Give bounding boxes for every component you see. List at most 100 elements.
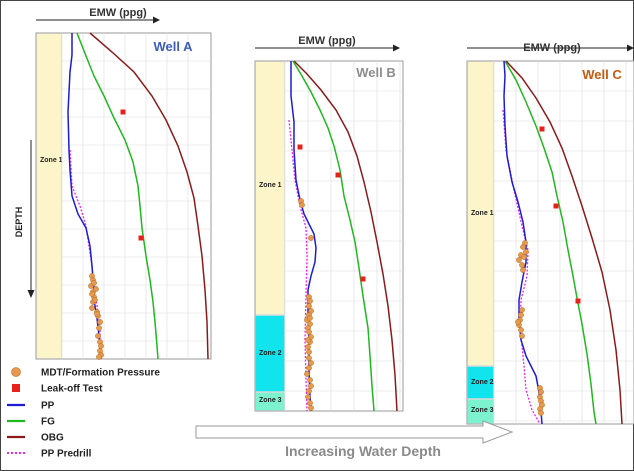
zone-band xyxy=(467,61,494,366)
mdt-point xyxy=(299,202,305,208)
zone-band xyxy=(36,33,62,359)
leak-off-point xyxy=(335,172,341,178)
mdt-point xyxy=(523,249,529,255)
zone-label: Zone 2 xyxy=(471,379,494,386)
panel-frame xyxy=(35,32,212,360)
panel-title: Well C xyxy=(582,67,622,82)
mdt-point xyxy=(307,315,313,321)
x-axis-label: EMW (ppg) xyxy=(298,35,356,47)
zone-label: Zone 3 xyxy=(471,407,494,414)
series-line-fg xyxy=(504,60,597,425)
mdt-point xyxy=(308,405,314,411)
leak-off-point xyxy=(297,144,303,150)
mdt-point xyxy=(305,337,311,343)
zone-label: Zone 1 xyxy=(259,182,282,189)
panel-c: EMW (ppg) Zone 1 Zone 2 Zone 3 Well C xyxy=(466,42,634,425)
legend-label: PP Predrill xyxy=(41,449,92,460)
x-axis-arrow-head xyxy=(393,44,400,52)
zone-label: Zone 2 xyxy=(259,350,282,357)
mdt-point xyxy=(515,319,521,325)
zone-band xyxy=(255,392,285,411)
mdt-point xyxy=(306,303,312,309)
series-line-obg xyxy=(505,60,623,425)
mdt-point xyxy=(307,400,313,406)
mdt-point xyxy=(306,355,312,361)
x-axis-arrow-head xyxy=(153,16,160,24)
legend-label: FG xyxy=(41,417,55,428)
zone-band xyxy=(467,399,494,424)
leak-off-point xyxy=(138,235,144,241)
mdt-point xyxy=(516,257,522,263)
mdt-point xyxy=(519,262,525,268)
zone-band xyxy=(255,61,285,315)
mdt-point xyxy=(96,354,102,360)
mdt-point xyxy=(518,327,524,333)
mdt-point xyxy=(89,305,95,311)
mdt-point xyxy=(306,329,312,335)
mdt-point xyxy=(89,291,95,297)
leak-off-point xyxy=(120,109,126,115)
mdt-point xyxy=(96,325,102,331)
mdt-point xyxy=(538,410,544,416)
mdt-point xyxy=(308,360,314,366)
series-line-fg xyxy=(76,32,159,360)
mdt-point xyxy=(520,267,526,273)
mdt-point xyxy=(521,254,527,260)
mdt-point xyxy=(304,371,310,377)
panel-title: Well B xyxy=(356,65,396,80)
zone-label: Zone 3 xyxy=(259,397,282,404)
leak-off-point xyxy=(575,298,581,304)
series-line-obg xyxy=(293,60,398,412)
water-depth-arrow: Increasing Water Depth xyxy=(195,420,514,459)
mdt-point xyxy=(305,394,311,400)
legend: MDT/Formation Pressure Leak-off Test PP FG O… xyxy=(7,367,160,460)
leak-off-point xyxy=(553,203,559,209)
mdt-point xyxy=(307,298,313,304)
y-axis-label: DEPTH xyxy=(14,207,24,238)
mdt-point xyxy=(519,307,525,313)
zone-label: Zone 1 xyxy=(471,210,494,217)
mdt-point xyxy=(306,365,312,371)
zone-label: Zone 1 xyxy=(40,157,63,164)
depth-arrow-head xyxy=(27,290,35,298)
mdt-point xyxy=(98,343,104,349)
panel-title: Well A xyxy=(153,39,193,54)
panel-b: EMW (ppg) Zone 1 Zone 2 Zone 3 Well B xyxy=(254,35,404,412)
mdt-point xyxy=(519,333,525,339)
mdt-point xyxy=(97,319,103,325)
mdt-point xyxy=(308,383,314,389)
zone-band xyxy=(255,315,285,392)
mdt-point xyxy=(518,312,524,318)
water-depth-label: Increasing Water Depth xyxy=(285,443,441,459)
mdt-point xyxy=(538,389,544,395)
panel-a: EMW (ppg) Zone 1 Well A xyxy=(35,7,212,360)
mdt-point xyxy=(93,286,99,292)
legend-label: MDT/Formation Pressure xyxy=(41,368,160,379)
series-line-fg xyxy=(292,60,375,412)
series-line-pp-predrill xyxy=(288,119,308,412)
legend-marker-circle xyxy=(11,367,21,377)
mdt-point xyxy=(308,235,314,241)
mdt-point xyxy=(307,377,313,383)
legend-label: OBG xyxy=(41,433,64,444)
leak-off-point xyxy=(360,276,366,282)
legend-label: PP xyxy=(41,401,55,412)
x-axis-label: EMW (ppg) xyxy=(523,42,581,54)
legend-label: Leak-off Test xyxy=(41,384,103,395)
x-axis-label: EMW (ppg) xyxy=(89,7,147,19)
legend-marker-square xyxy=(12,384,20,392)
mdt-point xyxy=(95,333,101,339)
x-axis-arrow-head xyxy=(627,44,634,52)
mdt-point xyxy=(306,349,312,355)
mdt-point xyxy=(91,280,97,286)
leak-off-point xyxy=(539,126,545,132)
series-line-obg xyxy=(89,32,209,360)
zone-band xyxy=(467,366,494,399)
mdt-point xyxy=(306,388,312,394)
water-depth-arrow-shape xyxy=(195,420,514,444)
mdt-point xyxy=(94,311,100,317)
mdt-point xyxy=(520,244,526,250)
mdt-point xyxy=(305,344,311,350)
